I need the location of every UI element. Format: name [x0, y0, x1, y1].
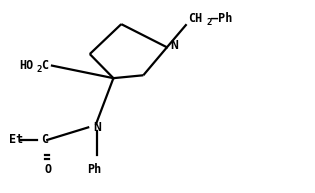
Text: N: N [171, 39, 179, 52]
Text: O: O [44, 163, 51, 176]
Text: N: N [93, 121, 101, 134]
Text: —Ph: —Ph [211, 12, 233, 25]
Text: CH: CH [188, 12, 203, 25]
Text: Et: Et [9, 133, 23, 146]
Text: 2: 2 [36, 65, 42, 74]
Text: C: C [41, 59, 48, 72]
Text: C: C [41, 133, 48, 146]
Text: HO: HO [19, 59, 33, 72]
Text: Ph: Ph [88, 163, 102, 176]
Text: 2: 2 [207, 18, 212, 27]
